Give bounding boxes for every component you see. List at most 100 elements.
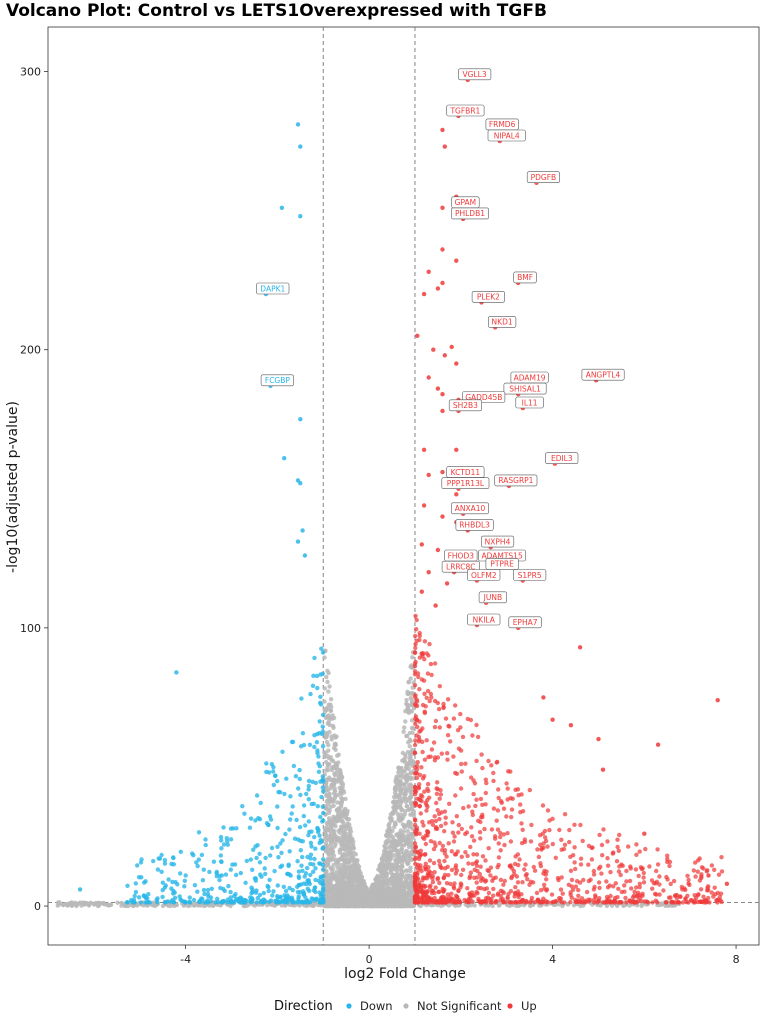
point-up <box>570 887 576 892</box>
point-up <box>545 808 551 813</box>
point-down <box>314 673 320 679</box>
point-up <box>433 885 438 890</box>
point-not-significant <box>326 689 331 694</box>
point-down <box>133 881 138 886</box>
point-up <box>443 821 448 826</box>
point-up <box>415 877 420 882</box>
point-up <box>455 849 460 854</box>
point-up <box>654 879 660 884</box>
point-not-significant <box>347 865 352 871</box>
point-up <box>652 891 658 897</box>
point-down <box>315 748 320 753</box>
point-up <box>412 750 418 756</box>
point-up <box>572 860 577 865</box>
point-not-significant <box>377 902 382 908</box>
point-up <box>504 781 509 786</box>
point-up <box>451 754 456 759</box>
point-up <box>486 868 491 874</box>
point-not-significant <box>372 900 377 906</box>
point-up <box>491 778 496 784</box>
point-up <box>454 492 459 497</box>
point-up <box>438 823 444 829</box>
point-up <box>647 864 652 869</box>
point-up <box>474 852 480 857</box>
point-not-significant <box>333 777 338 783</box>
point-up <box>471 778 476 783</box>
point-down <box>182 878 187 883</box>
point-down <box>234 826 239 831</box>
point-up <box>419 677 425 682</box>
point-down <box>288 817 293 822</box>
point-down <box>297 776 302 782</box>
point-not-significant <box>335 792 341 798</box>
point-down <box>275 894 280 899</box>
point-down <box>312 744 317 750</box>
point-up <box>544 887 550 892</box>
point-not-significant <box>392 786 398 791</box>
point-up <box>426 269 431 274</box>
point-not-significant <box>349 869 354 874</box>
point-up <box>562 812 568 817</box>
point-not-significant <box>69 903 75 908</box>
point-up <box>471 791 476 797</box>
point-not-significant <box>627 903 632 908</box>
point-up <box>417 687 422 692</box>
point-not-significant <box>410 835 416 840</box>
point-down <box>200 896 205 902</box>
point-down <box>300 528 305 533</box>
point-up <box>480 812 485 817</box>
point-up <box>459 872 464 878</box>
point-down <box>174 670 179 675</box>
point-up <box>469 825 474 830</box>
point-down <box>296 875 302 881</box>
legend: Direction Down Not Significant Up <box>274 999 537 1014</box>
point-up <box>451 839 457 844</box>
point-down <box>316 754 321 759</box>
point-up <box>547 827 552 833</box>
point-up <box>576 898 581 903</box>
point-up <box>433 818 438 824</box>
point-up <box>696 892 701 897</box>
point-not-significant <box>330 847 335 852</box>
point-not-significant <box>384 891 389 896</box>
point-not-significant <box>401 796 407 801</box>
point-down <box>201 867 206 872</box>
point-down <box>293 774 299 779</box>
point-up <box>468 717 474 723</box>
point-up <box>432 870 437 875</box>
point-up <box>589 857 595 862</box>
point-up <box>493 836 498 841</box>
gene-label: LRRC8C <box>446 563 475 572</box>
legend-label-down: Down <box>360 999 393 1013</box>
point-down <box>275 825 280 831</box>
point-down <box>301 892 306 897</box>
point-up <box>442 851 448 856</box>
point-up <box>436 889 441 895</box>
point-up <box>629 886 634 891</box>
point-not-significant <box>407 875 412 880</box>
point-up <box>423 704 428 709</box>
point-up <box>470 733 475 738</box>
point-down <box>271 889 276 894</box>
point-up <box>444 581 450 586</box>
point-down <box>162 861 168 866</box>
point-not-significant <box>327 857 332 862</box>
point-not-significant <box>379 857 385 862</box>
point-down <box>171 862 176 867</box>
point-up <box>591 868 597 874</box>
point-not-significant <box>326 816 332 821</box>
point-up <box>636 873 641 879</box>
point-up <box>413 645 418 651</box>
point-not-significant <box>338 862 344 868</box>
point-down <box>321 888 326 894</box>
point-down <box>261 890 266 896</box>
point-not-significant <box>468 903 474 908</box>
point-down <box>319 646 324 651</box>
point-up <box>417 633 422 639</box>
point-down <box>281 898 286 903</box>
point-down <box>311 888 317 893</box>
point-not-significant <box>324 799 329 804</box>
point-down <box>224 836 229 841</box>
point-up <box>427 869 432 874</box>
point-down <box>312 834 317 840</box>
